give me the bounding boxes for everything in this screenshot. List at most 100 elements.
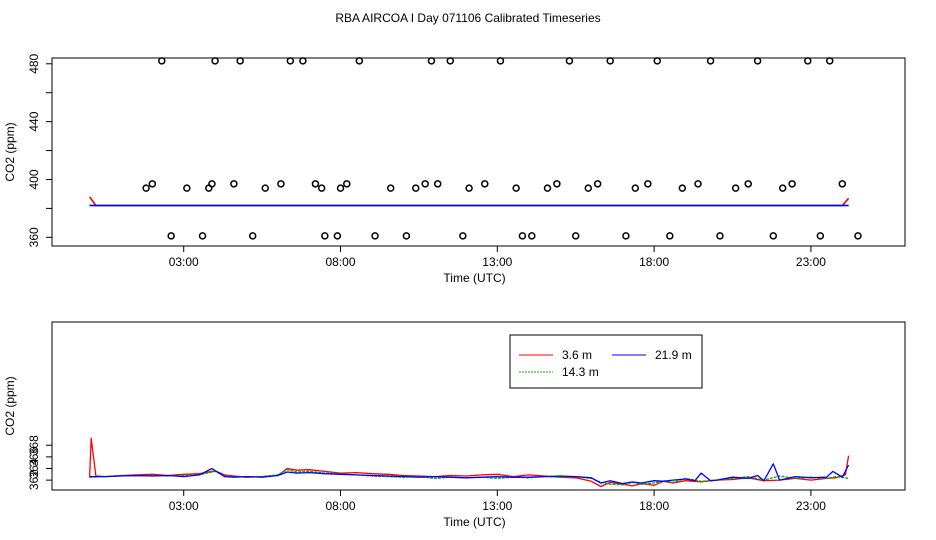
- bottom-x-tick-label: 18:00: [639, 499, 669, 513]
- bottom-series-group: [88, 437, 850, 488]
- calibration-point: [343, 180, 351, 188]
- bottom-y-tick-label: 362: [27, 470, 41, 490]
- top-y-tick-label: 360: [27, 227, 41, 247]
- calibration-point: [631, 184, 640, 192]
- top-x-tick-label: 08:00: [325, 255, 355, 269]
- calibration-point: [518, 232, 527, 240]
- calibration-point: [333, 232, 342, 240]
- calibration-point: [299, 57, 307, 65]
- top-y-axis-label: CO2 (ppm): [3, 122, 17, 181]
- calibration-point: [208, 180, 216, 188]
- calibration-point: [838, 180, 847, 188]
- top-x-tick-label: 23:00: [796, 255, 826, 269]
- bottom-y-tick-label: 368: [27, 435, 41, 455]
- calibration-point: [553, 180, 561, 188]
- calibration-point: [311, 180, 320, 188]
- bottom-x-tick-label: 23:00: [796, 499, 826, 513]
- calibration-point: [584, 184, 593, 192]
- calibration-point: [167, 232, 175, 240]
- calibration-point: [565, 57, 574, 65]
- calibration-point: [481, 180, 489, 188]
- bottom-x-tick-label: 08:00: [325, 499, 355, 513]
- top-x-tick-label: 03:00: [169, 255, 199, 269]
- bottom-y-tick-label: 364: [27, 458, 41, 478]
- calibration-point: [148, 180, 157, 188]
- bottom-y-tick-label: 366: [27, 447, 41, 467]
- calibration-point: [716, 232, 724, 240]
- top-x-tick-label: 18:00: [639, 255, 669, 269]
- legend-box: [509, 334, 703, 389]
- calibration-point: [142, 184, 150, 192]
- calibration-point: [427, 57, 436, 65]
- calibration-point: [644, 180, 652, 188]
- calibration-point: [778, 184, 787, 192]
- calibration-point: [678, 184, 687, 192]
- calibration-point: [825, 57, 834, 65]
- calibration-point: [321, 232, 329, 240]
- legend-label-21-9m: 21.9 m: [655, 348, 692, 362]
- calibration-point: [459, 232, 467, 240]
- bottom-series-line-3-6m: [88, 437, 850, 488]
- calibration-point: [694, 180, 702, 188]
- calibration-point: [412, 184, 420, 192]
- calibration-point: [769, 232, 778, 240]
- calibration-point: [158, 57, 166, 65]
- calibration-point: [706, 57, 715, 65]
- top-y-tick-label: 480: [27, 53, 41, 73]
- calibration-point: [386, 184, 395, 192]
- calibration-point: [816, 232, 825, 240]
- bottom-plot-frame: [51, 321, 906, 491]
- calibration-point: [606, 57, 614, 65]
- calibration-point: [355, 57, 364, 65]
- top-y-tick-label: 440: [27, 111, 41, 131]
- calibration-point: [666, 232, 674, 240]
- bottom-x-tick-label: 13:00: [482, 499, 512, 513]
- bottom-x-axis-label: Time (UTC): [443, 515, 505, 529]
- calibration-point: [543, 184, 552, 192]
- legend-label-3-6m: 3.6 m: [562, 348, 592, 362]
- calibration-point: [402, 232, 411, 240]
- calibration-point: [211, 57, 219, 65]
- calibration-point: [230, 180, 238, 188]
- calibration-point: [788, 180, 796, 188]
- calibration-point: [854, 232, 862, 240]
- calibration-point: [731, 184, 740, 192]
- top-y-tick-label: 400: [27, 169, 41, 189]
- calibration-point: [183, 184, 191, 192]
- calibration-point: [317, 184, 326, 192]
- top-plot-frame: [51, 57, 906, 247]
- calibration-point: [571, 232, 580, 240]
- calibration-point: [528, 232, 536, 240]
- calibration-point: [336, 184, 345, 192]
- calibration-point: [744, 180, 752, 188]
- top-x-axis-label: Time (UTC): [443, 271, 505, 285]
- calibration-point: [446, 57, 455, 65]
- top-panel: 03:00 08:00 13:00 18:00 23:00 360 400 440 480 Ti…: [3, 53, 906, 285]
- calibration-point: [421, 180, 429, 188]
- calibration-point: [496, 57, 505, 65]
- calibration-point: [277, 180, 285, 188]
- calibration-point: [248, 232, 257, 240]
- bottom-x-tick-label: 03:00: [169, 499, 199, 513]
- calibration-point: [198, 232, 207, 240]
- calibration-point: [371, 232, 379, 240]
- calibration-point: [286, 57, 295, 65]
- calibration-point: [593, 180, 602, 188]
- bottom-series-line-21-9m: [89, 463, 850, 485]
- legend-label-14-3m: 14.3 m: [562, 365, 599, 379]
- top-x-tick-label: 13:00: [482, 255, 512, 269]
- top-calibration-points: [142, 57, 862, 240]
- calibration-point: [653, 57, 662, 65]
- calibration-point: [622, 232, 630, 240]
- calibration-point: [512, 184, 520, 192]
- calibration-point: [236, 57, 244, 65]
- calibration-point: [804, 57, 812, 65]
- calibration-point: [753, 57, 762, 65]
- calibration-point: [465, 184, 473, 192]
- legend: 3.6 m 21.9 m 14.3 m: [509, 334, 703, 389]
- bottom-y-axis-label: CO2 (ppm): [3, 376, 17, 435]
- chart-title: RBA AIRCOA I Day 071106 Calibrated Times…: [335, 11, 600, 25]
